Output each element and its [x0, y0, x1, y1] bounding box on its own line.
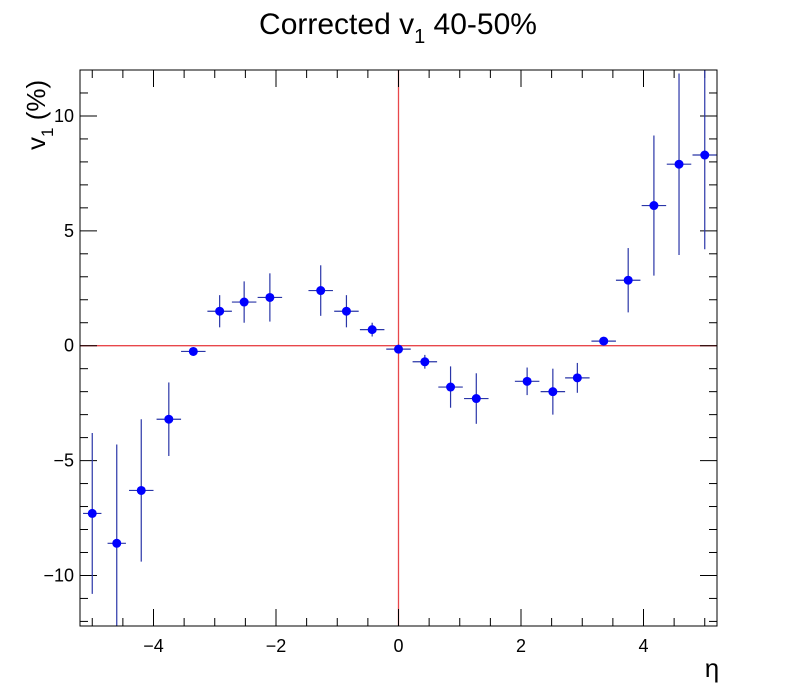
y-tick-label: 10	[54, 106, 74, 126]
data-marker	[136, 485, 146, 495]
data-marker	[420, 357, 430, 367]
y-axis-label-main: v	[21, 137, 51, 150]
data-point	[83, 433, 102, 594]
y-axis-ticks: −10 −5 0 5 10	[43, 69, 717, 622]
data-point	[129, 419, 154, 562]
data-marker	[548, 387, 558, 397]
y-tick-label: −10	[43, 565, 74, 585]
data-marker	[471, 394, 481, 404]
x-tick-label: 4	[638, 636, 648, 656]
x-tick-label: −4	[143, 636, 164, 656]
y-tick-label: −5	[53, 451, 74, 471]
x-axis-ticks: −4 −2 0 2 4	[91, 70, 706, 656]
data-point	[464, 373, 489, 424]
data-point	[386, 344, 411, 354]
data-points	[83, 70, 717, 626]
data-marker	[446, 382, 456, 392]
data-marker	[239, 297, 249, 307]
data-marker	[572, 373, 582, 383]
chart-title-main: Corrected v	[259, 8, 414, 41]
y-tick-label: 5	[64, 221, 74, 241]
data-point	[540, 368, 566, 415]
data-point	[412, 354, 438, 369]
chart-title: Corrected v1 40-50%	[259, 8, 537, 48]
data-point	[207, 295, 232, 328]
data-marker	[265, 292, 275, 302]
data-marker	[367, 325, 377, 335]
x-tick-label: 0	[393, 636, 403, 656]
data-point	[565, 362, 590, 393]
data-point	[231, 281, 257, 323]
data-marker	[674, 159, 684, 169]
data-point	[257, 273, 283, 322]
x-tick-label: −2	[266, 636, 287, 656]
data-marker	[87, 508, 97, 518]
data-point	[591, 336, 616, 346]
data-point	[692, 70, 717, 250]
data-point	[359, 322, 385, 337]
data-point	[308, 265, 333, 316]
data-point	[107, 444, 126, 626]
data-point	[156, 382, 182, 456]
data-point	[438, 366, 463, 408]
x-axis-label: η	[705, 653, 719, 683]
y-axis-label-subscript: 1	[38, 128, 57, 137]
data-marker	[394, 344, 403, 354]
data-point	[334, 295, 359, 328]
data-point	[181, 346, 206, 356]
data-marker	[164, 414, 174, 424]
y-axis-label: v1 (%)	[21, 80, 57, 150]
data-marker	[599, 336, 609, 346]
y-tick-label: 0	[64, 336, 74, 356]
data-marker	[700, 150, 710, 160]
data-marker	[316, 286, 326, 296]
data-marker	[112, 538, 122, 548]
data-point	[514, 367, 540, 396]
y-axis-label-suffix: (%)	[21, 80, 51, 128]
data-marker	[649, 201, 659, 211]
chart-title-suffix: 40-50%	[425, 8, 537, 41]
data-point	[666, 73, 692, 255]
data-marker	[215, 306, 225, 316]
x-tick-label: 2	[516, 636, 526, 656]
data-marker	[623, 275, 633, 285]
chart-title-subscript: 1	[414, 26, 425, 48]
data-marker	[522, 376, 532, 386]
plot-frame	[79, 69, 718, 627]
data-point	[641, 135, 667, 276]
data-point	[615, 248, 641, 313]
data-marker	[341, 306, 351, 316]
data-marker	[188, 346, 198, 356]
